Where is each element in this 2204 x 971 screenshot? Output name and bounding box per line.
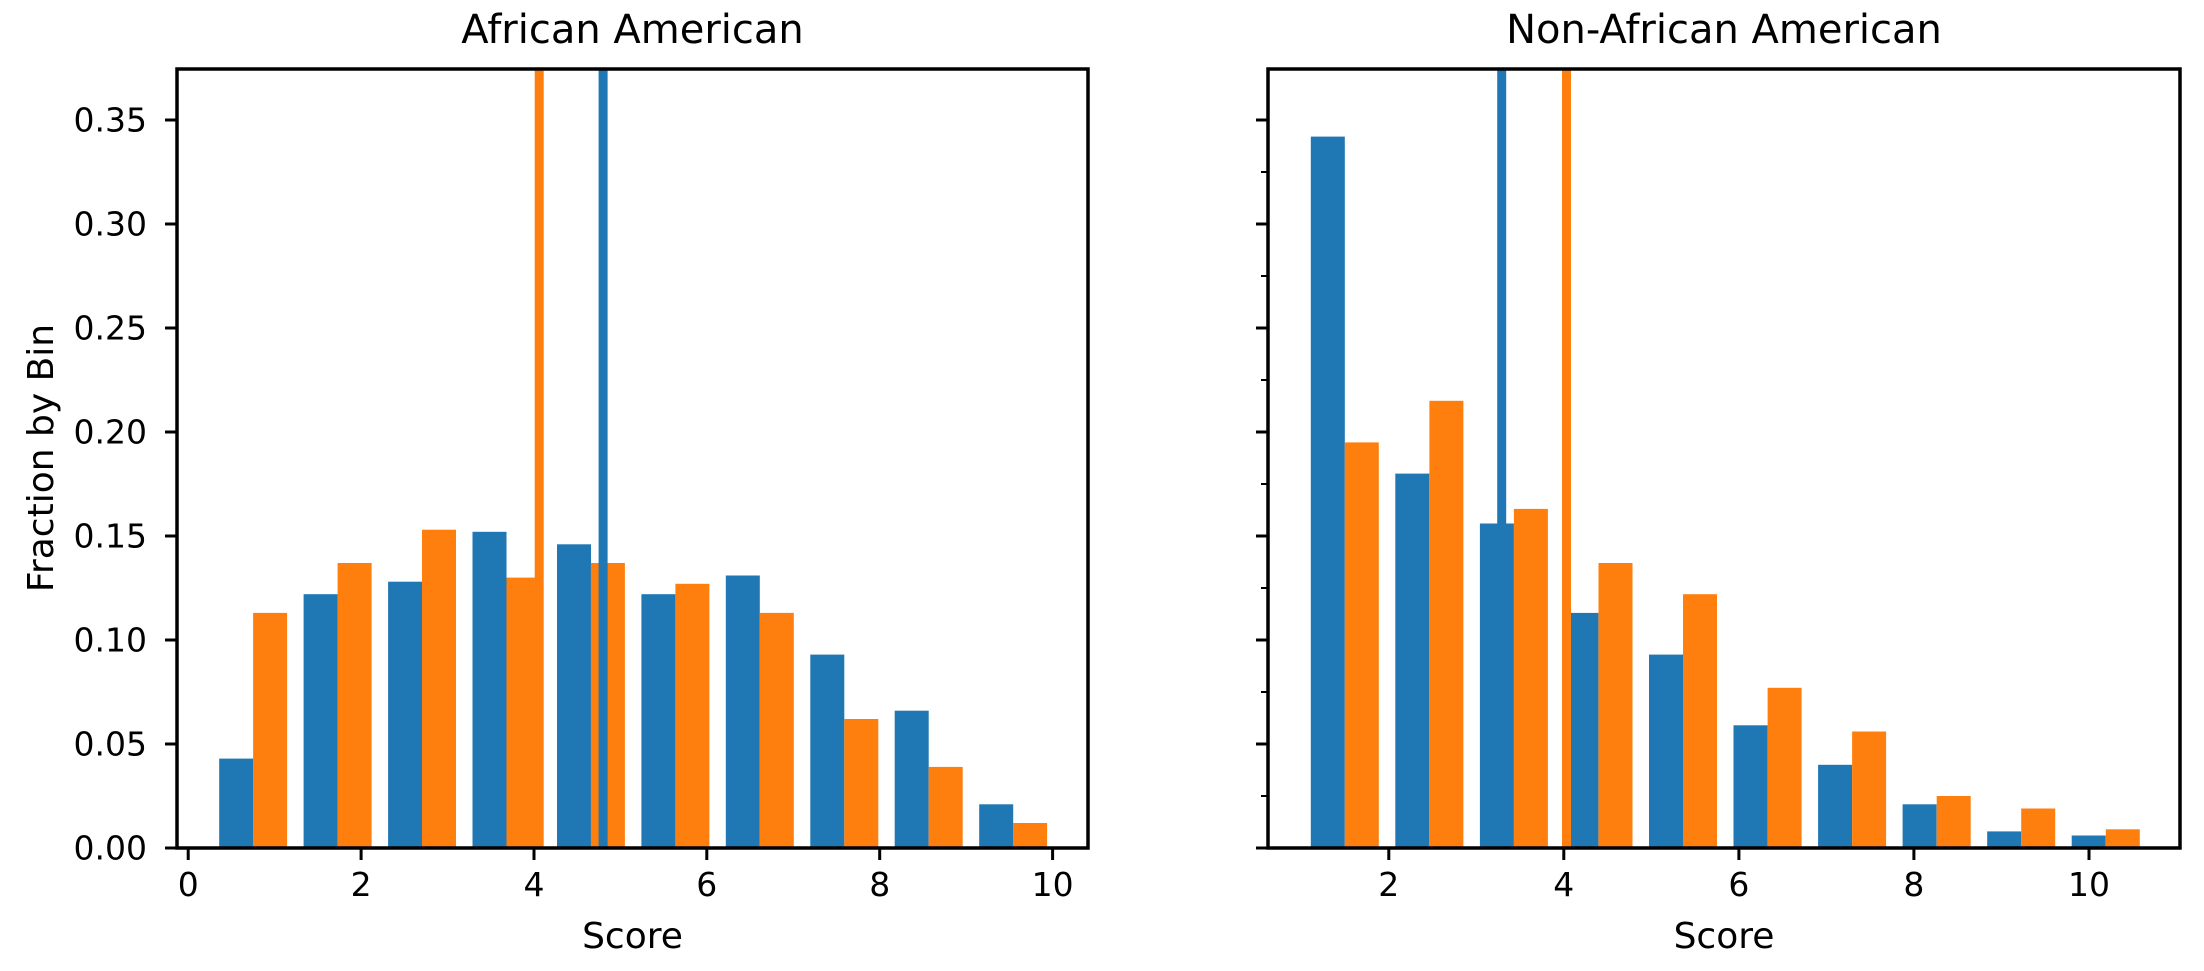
- bar-orange-score-2: [337, 563, 372, 848]
- bar-blue-score-4: [472, 531, 507, 848]
- bar-blue-score-8: [1902, 804, 1937, 848]
- x-tick-label-4: 4: [1553, 865, 1574, 904]
- panel-title-african-american: African American: [461, 7, 804, 53]
- x-tick-label-8: 8: [1903, 865, 1924, 904]
- y-tick-label-0.35: 0.35: [74, 101, 147, 140]
- bar-blue-score-2: [303, 594, 338, 848]
- y-tick-label-0.05: 0.05: [74, 725, 147, 764]
- y-tick-label-0.30: 0.30: [74, 205, 147, 244]
- bar-orange-score-6: [675, 583, 710, 848]
- x-tick-label-4: 4: [524, 865, 545, 904]
- bar-blue-score-1: [219, 758, 254, 848]
- bar-blue-score-1: [1310, 136, 1345, 849]
- x-tick-label-2: 2: [1378, 865, 1399, 904]
- bar-orange-score-9: [2021, 808, 2056, 848]
- bar-orange-score-8: [1936, 796, 1971, 848]
- axes-spines: [175, 67, 1090, 850]
- bar-blue-score-2: [1395, 473, 1430, 848]
- bar-orange-score-5: [1683, 594, 1717, 848]
- bar-blue-score-6: [641, 594, 676, 848]
- x-axis-label-left: Score: [582, 916, 683, 957]
- y-tick-label-0.25: 0.25: [74, 309, 147, 348]
- bar-orange-score-1: [253, 612, 288, 848]
- panel-0: 0 2 4 6 8 10 0.00 0.05 0.10 0.15 0.20 0.25 0.30 0.35: [74, 67, 1090, 904]
- bar-orange-score-3: [422, 529, 456, 848]
- y-tick-label-0.00: 0.00: [74, 829, 147, 868]
- bar-blue-score-3: [1479, 523, 1514, 848]
- bar-blue-score-3: [388, 581, 423, 848]
- x-tick-label-0: 0: [178, 865, 199, 904]
- bar-orange-score-2: [1429, 400, 1464, 848]
- y-tick-label-0.15: 0.15: [74, 517, 147, 556]
- y-tick-label-0.10: 0.10: [74, 621, 147, 660]
- bar-orange-score-1: [1344, 442, 1379, 848]
- bar-orange-score-6: [1767, 687, 1802, 848]
- bar-orange-score-4: [1598, 563, 1633, 848]
- bar-orange-score-5: [590, 563, 625, 848]
- bar-blue-score-5: [557, 544, 591, 848]
- bar-orange-score-10: [1013, 823, 1048, 848]
- bar-blue-score-10: [979, 804, 1014, 848]
- bar-orange-score-9: [928, 766, 963, 848]
- x-tick-label-8: 8: [869, 865, 890, 904]
- bar-orange-score-8: [844, 719, 879, 848]
- bar-orange-score-7: [1852, 731, 1887, 848]
- bar-orange-score-10: [2105, 829, 2140, 848]
- x-tick-label-10: 10: [2068, 865, 2110, 904]
- panel-title-non-african-american: Non-African American: [1506, 7, 1942, 53]
- bar-blue-score-5: [1649, 654, 1683, 848]
- bar-blue-score-7: [1818, 764, 1853, 848]
- axes-spines: [1266, 67, 2182, 850]
- bar-orange-score-3: [1513, 508, 1548, 848]
- x-tick-label-10: 10: [1032, 865, 1074, 904]
- panel-1: 2 4 6 8 10: [1256, 67, 2182, 904]
- bar-blue-score-9: [1987, 831, 2022, 848]
- bar-blue-score-8: [810, 654, 845, 848]
- bar-blue-score-10: [2071, 835, 2106, 848]
- bar-blue-score-7: [725, 575, 760, 848]
- x-axis-label-right: Score: [1673, 916, 1775, 957]
- y-axis-label: Fraction by Bin: [21, 323, 62, 593]
- bar-blue-score-6: [1733, 725, 1768, 848]
- bar-orange-score-7: [759, 612, 794, 848]
- x-tick-label-6: 6: [696, 865, 717, 904]
- x-tick-label-6: 6: [1728, 865, 1749, 904]
- y-tick-label-0.20: 0.20: [74, 413, 147, 452]
- bar-blue-score-9: [894, 710, 929, 848]
- x-tick-label-2: 2: [351, 865, 372, 904]
